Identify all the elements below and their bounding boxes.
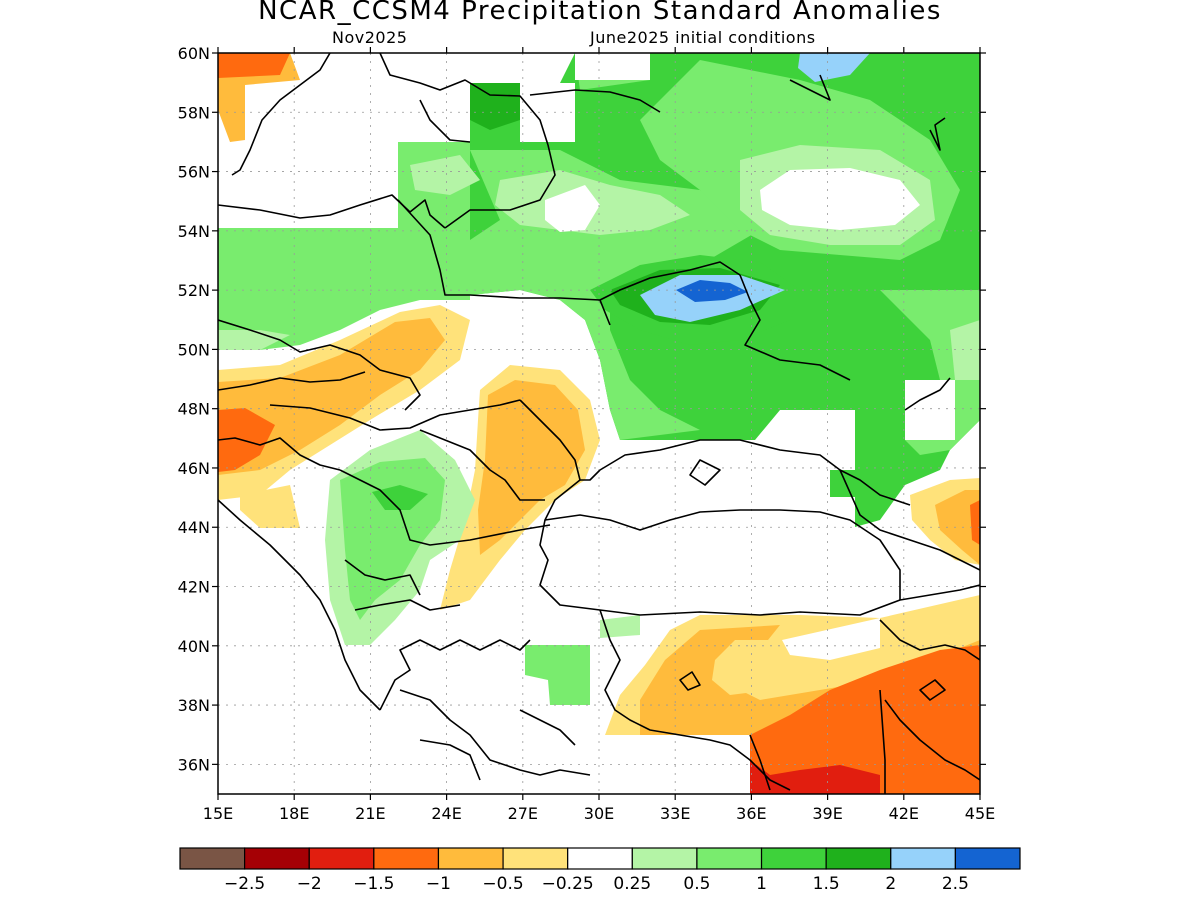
map-title: NCAR_CCSM4 Precipitation Standard Anomal… (258, 0, 942, 26)
lat-tick-label: 54N (178, 222, 210, 241)
lat-tick-label: 38N (178, 696, 210, 715)
colorbar-label: −2.5 (224, 874, 265, 894)
colorbar-swatch (567, 847, 633, 870)
lon-tick-label: 45E (965, 804, 995, 823)
anomaly-region (905, 380, 955, 440)
graticule (218, 53, 980, 794)
anomaly-region (575, 53, 650, 95)
colorbar-label: 0.25 (613, 874, 651, 894)
anomaly-region (676, 280, 748, 302)
lat-tick-label: 60N (178, 44, 210, 63)
anomaly-region (478, 380, 585, 555)
anomaly-region (950, 320, 980, 380)
colorbar-label: 2 (885, 874, 896, 894)
anomaly-region (218, 53, 470, 228)
lat-tick-label: 52N (178, 281, 210, 300)
lon-tick-label: 33E (660, 804, 690, 823)
anomaly-region (782, 618, 880, 660)
colorbar-swatch (437, 847, 504, 870)
anomaly-region (545, 185, 600, 232)
colorbar-swatch (502, 847, 569, 870)
lat-tick-label: 36N (178, 755, 210, 774)
forecast-month: Nov2025 (332, 28, 408, 47)
anomaly-region (760, 168, 920, 230)
lat-tick-label: 44N (178, 518, 210, 537)
lon-tick-label: 39E (812, 804, 842, 823)
anomaly-region (525, 645, 590, 705)
anomaly-region (372, 485, 428, 510)
lon-tick-label: 24E (431, 804, 461, 823)
colorbar-swatch (954, 847, 1021, 870)
anomaly-region (218, 330, 290, 350)
colorbar-label: −2 (297, 874, 322, 894)
anomaly-region (798, 53, 870, 82)
anomaly-region (218, 53, 290, 78)
lon-tick-label: 27E (508, 804, 538, 823)
colorbar-swatch (760, 847, 827, 870)
lat-tick-label: 56N (178, 163, 210, 182)
lon-tick-label: 30E (584, 804, 614, 823)
lat-tick-label: 40N (178, 637, 210, 656)
colorbar-label: 0.5 (683, 874, 710, 894)
colorbar-swatch (373, 847, 440, 870)
colorbar-label: 2.5 (942, 874, 969, 894)
colorbar-swatch (890, 847, 956, 870)
longitude-axis: 15E 18E 21E 24E 27E 30E 33E 36E 39E 42E 45E (203, 47, 995, 823)
anomaly-region (750, 645, 980, 794)
lon-tick-label: 36E (736, 804, 766, 823)
coastlines-and-borders (218, 53, 980, 794)
lat-tick-label: 46N (178, 459, 210, 478)
colorbar-label: 1.5 (813, 874, 840, 894)
anomaly-fields (218, 53, 980, 794)
colorbar-swatch (308, 847, 375, 870)
lon-tick-label: 18E (279, 804, 309, 823)
anomaly-region (470, 83, 520, 130)
lat-tick-label: 58N (178, 103, 210, 122)
latitude-axis: 60N 58N 56N 54N 52N 50N 48N 46N 44N 42N 40N 38N 36N (178, 44, 986, 774)
colorbar-label: 1 (756, 874, 767, 894)
colorbar-swatch (696, 847, 763, 870)
colorbar-swatch (179, 847, 246, 870)
colorbar: −2.5 −2 −1.5 −1 −0.5 −0.25 0.25 0.5 1 1.5 2 2.5 (179, 847, 1021, 894)
colorbar-swatch (631, 847, 698, 870)
anomaly-region (970, 500, 980, 545)
colorbar-swatch (244, 847, 310, 870)
anomaly-region (712, 640, 800, 695)
colorbar-label: −0.25 (542, 874, 594, 894)
initial-conditions: June2025 initial conditions (590, 28, 816, 47)
anomaly-region (218, 318, 445, 475)
colorbar-label: −1.5 (353, 874, 394, 894)
anomaly-region (410, 155, 480, 195)
lon-tick-label: 21E (355, 804, 385, 823)
anomaly-region (240, 485, 300, 528)
lat-tick-label: 42N (178, 578, 210, 597)
lat-tick-label: 48N (178, 400, 210, 419)
anomaly-region (600, 615, 640, 638)
lon-tick-label: 42E (889, 804, 919, 823)
colorbar-label: −1 (426, 874, 451, 894)
colorbar-label: −0.5 (482, 874, 523, 894)
anomaly-region (218, 142, 470, 350)
colorbar-swatch (825, 847, 892, 870)
anomaly-region (218, 408, 275, 472)
lat-tick-label: 50N (178, 340, 210, 359)
lon-tick-label: 15E (203, 804, 233, 823)
anomaly-region (935, 490, 980, 565)
